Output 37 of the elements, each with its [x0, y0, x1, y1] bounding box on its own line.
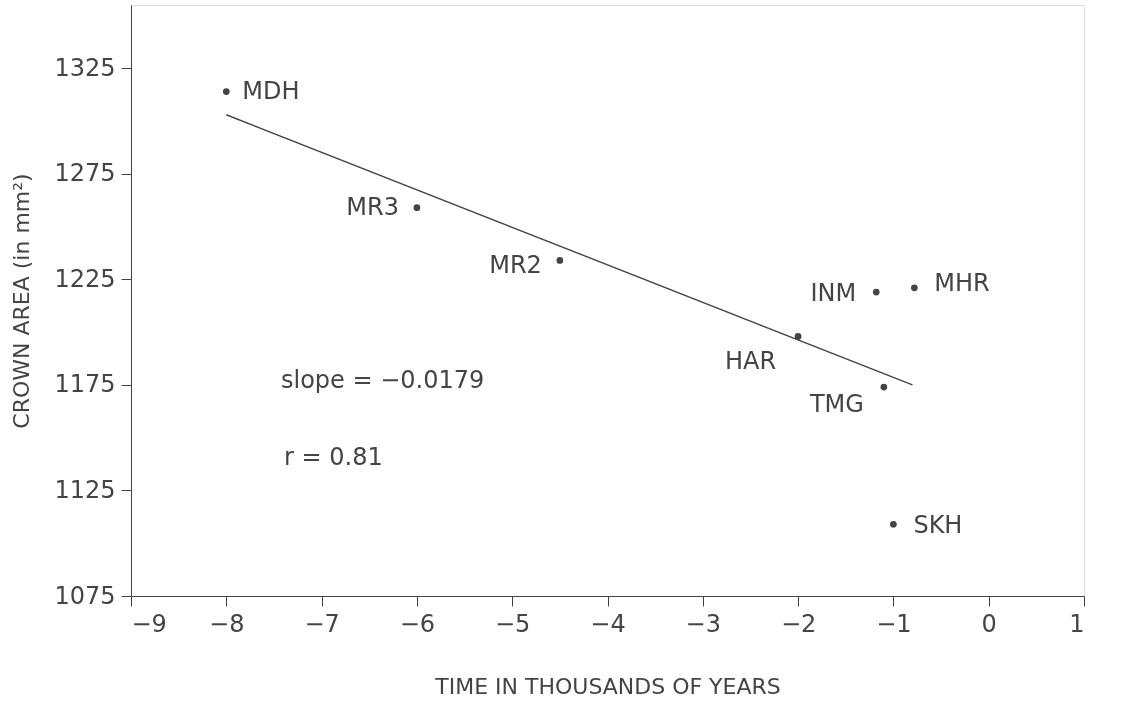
annotation: SKH [913, 511, 963, 540]
point [556, 257, 564, 264]
x-tick-label: −1 [876, 609, 912, 638]
x-tick-label: −3 [685, 609, 721, 638]
point [890, 520, 897, 528]
annotation: HAR [724, 347, 777, 376]
annotation: r = 0.81 [284, 443, 383, 471]
point [794, 333, 802, 340]
y-axis-title: CROWN AREA (in mm²) [9, 173, 35, 429]
x-tick-label: −8 [209, 609, 245, 638]
y-tick-label: 1225 [54, 264, 116, 293]
x-axis-title: TIME IN THOUSANDS OF YEARS [434, 673, 781, 699]
annotation: TMG [808, 390, 864, 419]
point [880, 383, 888, 391]
x-tick-label: −9 [131, 609, 167, 638]
annotation: MR3 [346, 192, 399, 221]
x-tick-label: −4 [590, 609, 626, 638]
point [911, 284, 918, 292]
y-tick-label: 1125 [54, 475, 116, 504]
annotation: MDH [242, 76, 300, 105]
point [872, 288, 880, 296]
x-tick-label: −7 [304, 609, 340, 638]
y-tick-label: 1175 [54, 370, 116, 399]
x-tick-label: 1 [1069, 609, 1085, 638]
y-tick-label: 1075 [54, 581, 116, 610]
annotation: INM [810, 279, 857, 308]
point [413, 204, 421, 211]
annotation: MR2 [489, 251, 542, 280]
y-tick-label: 1275 [54, 159, 116, 188]
x-tick-label: −6 [399, 609, 436, 638]
annotation: slope = −0.0179 [281, 366, 485, 394]
x-tick-label: −5 [495, 609, 531, 638]
x-tick-label: −2 [780, 609, 817, 638]
annotation: MHR [934, 268, 990, 297]
x-tick-label: 0 [981, 609, 997, 638]
y-tick-label: 1325 [54, 53, 116, 82]
point [222, 88, 230, 95]
